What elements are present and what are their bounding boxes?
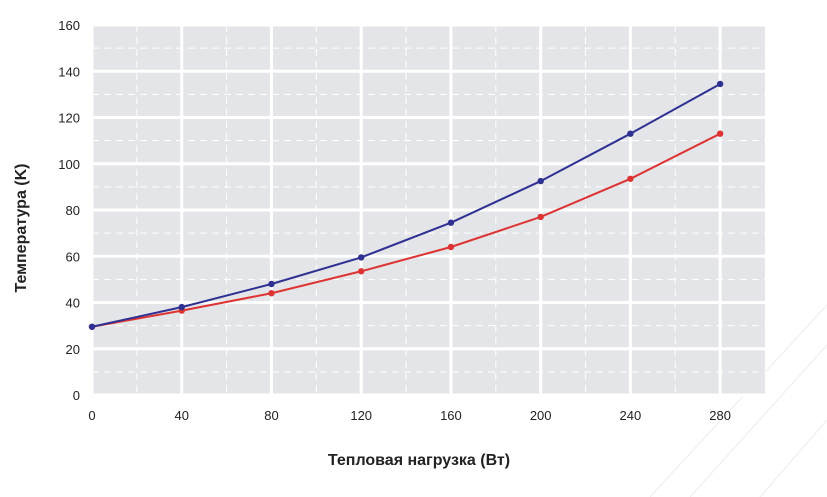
y-tick-label: 100 bbox=[58, 157, 80, 172]
data-point-series-1 bbox=[268, 280, 275, 288]
series-line-1 bbox=[91, 83, 721, 328]
y-tick-label: 120 bbox=[58, 111, 80, 126]
y-tick-label: 80 bbox=[66, 203, 80, 218]
data-point-series-2 bbox=[268, 290, 275, 297]
x-tick-label: 80 bbox=[264, 408, 278, 423]
data-point-series-1 bbox=[88, 323, 96, 330]
x-tick-label: 240 bbox=[620, 408, 642, 423]
series-line-2 bbox=[91, 132, 721, 328]
data-point-series-1 bbox=[627, 130, 634, 137]
x-tick-label: 280 bbox=[709, 408, 731, 423]
y-tick-label: 160 bbox=[58, 18, 80, 33]
x-tick-label: 40 bbox=[174, 408, 188, 423]
data-point-series-1 bbox=[716, 80, 724, 88]
data-point-series-1 bbox=[537, 177, 544, 185]
y-tick-label: 20 bbox=[66, 342, 80, 357]
data-point-series-1 bbox=[178, 303, 185, 311]
background-decoration bbox=[649, 304, 827, 497]
data-point-series-2 bbox=[447, 243, 455, 251]
x-tick-label: 0 bbox=[88, 408, 95, 423]
data-point-series-1 bbox=[358, 254, 365, 261]
data-point-series-1 bbox=[447, 219, 455, 226]
data-point-series-2 bbox=[537, 213, 544, 221]
x-axis-title: Тепловая нагрузка (Вт) bbox=[328, 452, 510, 469]
x-tick-label: 160 bbox=[440, 408, 462, 423]
y-tick-label: 40 bbox=[66, 296, 80, 311]
y-tick-label: 0 bbox=[73, 388, 80, 403]
y-axis-title: Температура (K) bbox=[13, 164, 30, 293]
y-tick-label: 60 bbox=[66, 249, 80, 264]
data-point-series-2 bbox=[358, 268, 365, 275]
y-tick-label: 140 bbox=[58, 64, 80, 79]
data-point-series-2 bbox=[627, 175, 634, 182]
data-point-series-2 bbox=[716, 130, 724, 137]
x-tick-label: 120 bbox=[350, 408, 372, 423]
x-tick-label: 200 bbox=[530, 408, 552, 423]
